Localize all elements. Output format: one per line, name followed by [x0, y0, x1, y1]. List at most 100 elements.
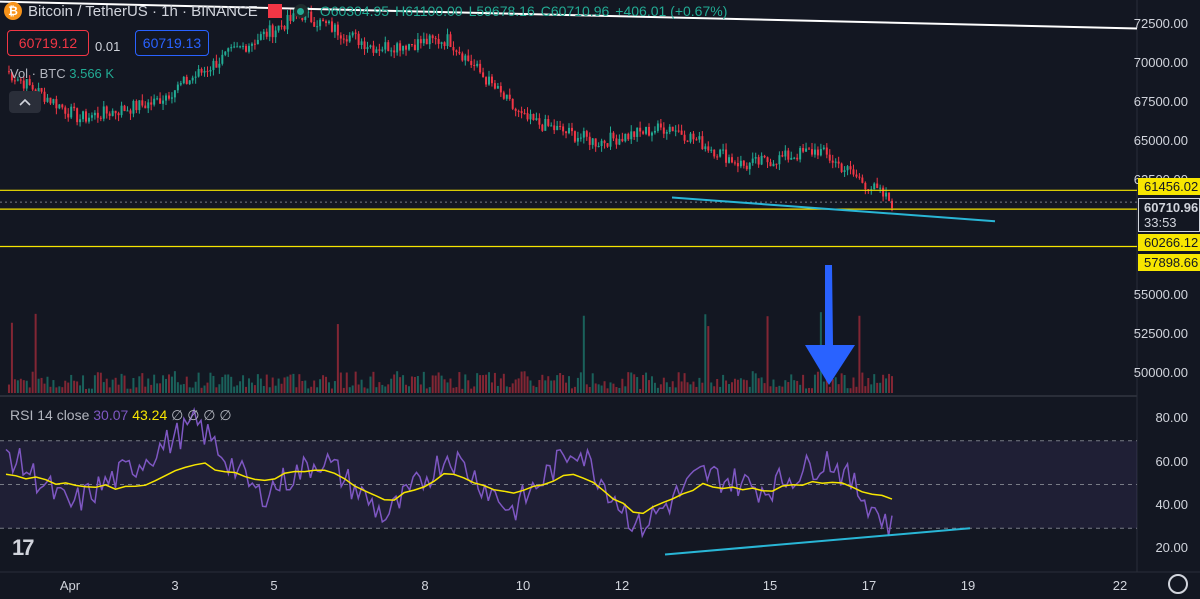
candle-body: [200, 69, 203, 73]
candle-body: [105, 106, 108, 114]
candle-body: [736, 163, 739, 167]
candle-body: [333, 24, 336, 32]
volume-bar: [680, 381, 683, 393]
volume-bar: [173, 371, 176, 393]
candle-body: [185, 76, 188, 84]
volume-bar: [677, 372, 680, 393]
candle-body: [754, 157, 757, 159]
volume-bar: [274, 385, 277, 393]
time-axis-label: 17: [861, 578, 877, 593]
candle-body: [292, 13, 295, 21]
candle-body: [526, 113, 529, 120]
volume-bar: [410, 376, 413, 393]
volume-bar: [597, 384, 600, 393]
rsi-pane: [5, 406, 971, 556]
candle-body: [283, 26, 286, 30]
support-trendline: [671, 196, 996, 223]
candle-body: [230, 47, 233, 49]
candle-body: [286, 14, 289, 30]
candle-body: [449, 34, 452, 48]
volume-bar: [117, 384, 120, 393]
candle-body: [191, 77, 194, 81]
candle-body: [505, 94, 508, 99]
volume-bar: [336, 324, 339, 393]
volume-bar: [754, 373, 757, 393]
rsi-legend[interactable]: RSI 14 close 30.07 43.24 ∅ ∅ ∅ ∅: [10, 407, 232, 424]
volume-bar: [745, 380, 748, 393]
level-tag[interactable]: 61456.02: [1138, 178, 1200, 195]
volume-bar: [325, 376, 328, 393]
candle-body: [173, 90, 176, 98]
candle-body: [280, 25, 283, 27]
volume-bar: [280, 383, 283, 393]
flag-icon[interactable]: [267, 4, 282, 18]
candle-body: [150, 102, 153, 105]
candle-body: [64, 107, 67, 114]
candle-body: [236, 46, 239, 48]
volume-bar: [236, 385, 239, 393]
volume-bar: [529, 380, 532, 393]
volume-bar: [366, 388, 369, 393]
candle-body: [488, 76, 491, 85]
candle-body: [402, 45, 405, 51]
candle-body: [422, 38, 425, 44]
candle-body: [221, 54, 224, 64]
candle-body: [259, 34, 262, 40]
volume-bar: [357, 384, 360, 393]
chart-grid: [0, 0, 1200, 573]
candle-body: [763, 155, 766, 158]
volume-bar: [218, 384, 221, 393]
volume-bar: [725, 380, 728, 393]
candle-body: [742, 160, 745, 166]
volume-legend[interactable]: Vol · BTC 3.566 K: [10, 66, 114, 81]
collapse-legend-button[interactable]: [9, 91, 41, 113]
volume-bar: [221, 377, 224, 393]
market-status-icon[interactable]: [293, 4, 308, 18]
volume-bar: [170, 376, 173, 393]
volume-bar: [736, 379, 739, 393]
candle-body: [342, 38, 345, 40]
volume-bar: [271, 377, 274, 393]
candle-body: [58, 104, 61, 109]
candle-body: [796, 157, 799, 160]
volume-bar: [547, 376, 550, 393]
candle-body: [485, 77, 488, 85]
volume-bar: [58, 386, 61, 393]
candle-body: [775, 163, 778, 165]
volume-bar: [348, 387, 351, 393]
candle-body: [247, 45, 250, 52]
symbol-title[interactable]: Bitcoin / TetherUS · 1h · BINANCE: [28, 2, 258, 20]
candle-body: [413, 44, 416, 51]
volume-bar: [342, 387, 345, 393]
volume-bar: [114, 377, 117, 393]
candle-body: [766, 157, 769, 163]
candle-body: [369, 45, 372, 48]
level-tag[interactable]: 60266.12: [1138, 234, 1200, 251]
candle-body: [16, 79, 19, 81]
tradingview-logo[interactable]: 17: [12, 535, 35, 560]
candle-body: [197, 69, 200, 77]
candle-body: [615, 138, 618, 145]
rsi-line: [5, 406, 893, 539]
candle-body: [440, 42, 443, 44]
candle-body: [541, 124, 544, 131]
volume-bar: [455, 387, 458, 393]
level-tag[interactable]: 57898.66: [1138, 254, 1200, 271]
volume-bar: [541, 374, 544, 393]
candle-body: [117, 113, 120, 116]
volume-bar: [111, 379, 114, 393]
volume-bar: [671, 381, 674, 393]
candle-body: [132, 100, 135, 114]
buy-button[interactable]: 60719.13: [135, 30, 209, 56]
candle-body: [233, 46, 236, 48]
rsi-label: RSI 14 close: [10, 407, 90, 423]
sell-button[interactable]: 60719.12: [7, 30, 89, 56]
candle-body: [517, 110, 520, 112]
gear-icon[interactable]: [1168, 574, 1188, 594]
volume-bar: [730, 382, 733, 393]
candle-body: [339, 35, 342, 39]
volume-bar: [585, 384, 588, 393]
chevron-up-icon: [19, 98, 31, 106]
volume-bar: [399, 377, 402, 393]
